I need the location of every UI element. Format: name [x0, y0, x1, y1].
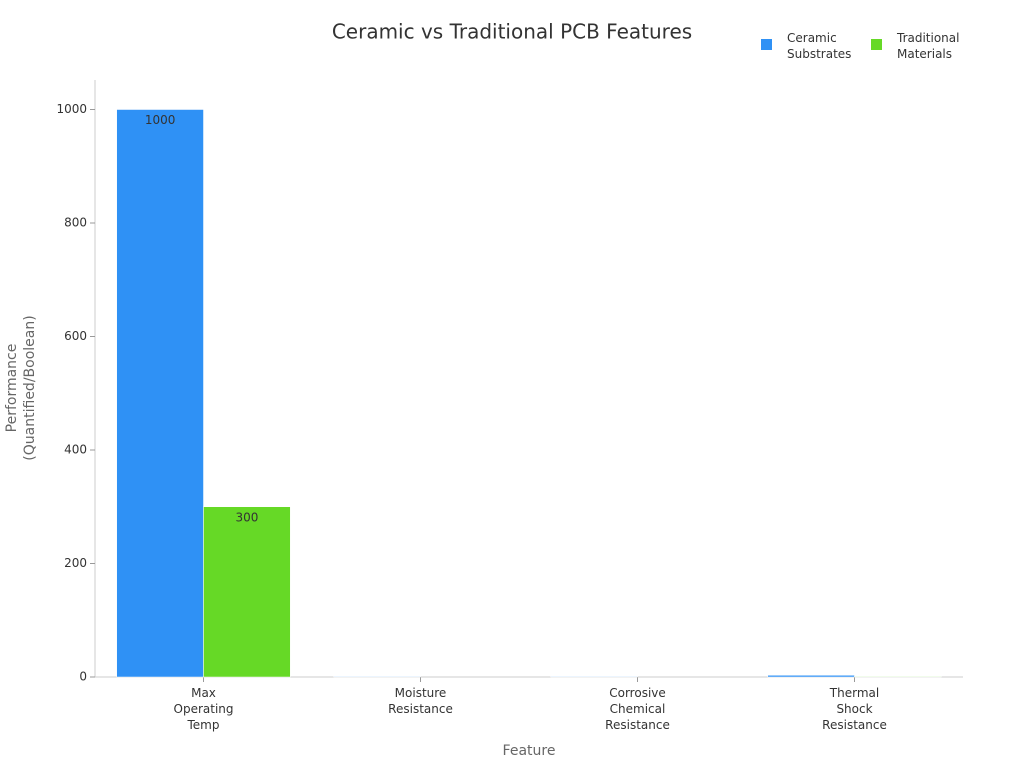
legend-label: Ceramic Substrates [787, 31, 852, 61]
bar [550, 676, 638, 678]
x-tick-label: Thermal Shock Resistance [822, 686, 887, 732]
y-tick-label: 400 [64, 443, 87, 457]
x-tick-label: Corrosive Chemical Resistance [605, 686, 670, 732]
bar [333, 676, 421, 678]
y-tick-label: 200 [64, 556, 87, 570]
bar [203, 506, 291, 678]
data-label: 1000 [145, 113, 176, 127]
legend-swatch [761, 39, 772, 50]
chart-title: Ceramic vs Traditional PCB Features [332, 20, 692, 44]
bar [854, 676, 942, 678]
bar [116, 109, 204, 678]
y-tick-label: 600 [64, 329, 87, 343]
x-tick-label: Max Operating Temp [173, 686, 234, 732]
y-tick-label: 0 [79, 670, 87, 684]
legend-label: Traditional Materials [897, 31, 960, 61]
y-tick-label: 1000 [56, 102, 87, 116]
x-axis-label: Feature [503, 743, 556, 759]
data-label: 300 [235, 510, 258, 524]
legend-swatch [871, 39, 882, 50]
x-tick-label: Moisture Resistance [388, 686, 453, 716]
bar [767, 675, 855, 678]
y-tick-label: 800 [64, 216, 87, 230]
y-axis-label: Performance (Quantified/Boolean) [4, 315, 38, 461]
